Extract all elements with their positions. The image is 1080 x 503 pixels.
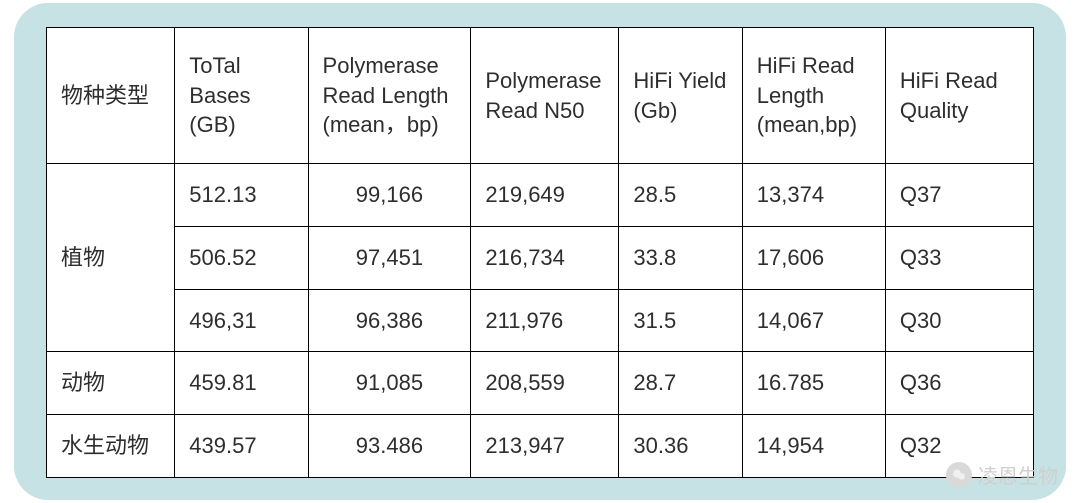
cell-poly-n50: 211,976 bbox=[471, 289, 619, 352]
cell-hifi-quality: Q32 bbox=[885, 415, 1033, 478]
header-poly-n50: Polymerase Read N50 bbox=[471, 28, 619, 164]
table-row: 496,31 96,386 211,976 31.5 14,067 Q30 bbox=[47, 289, 1034, 352]
cell-hifi-len: 14,954 bbox=[742, 415, 885, 478]
cell-hifi-quality: Q30 bbox=[885, 289, 1033, 352]
cell-poly-len: 97,451 bbox=[308, 226, 471, 289]
group-label-plant: 植物 bbox=[47, 164, 175, 352]
table-card: 物种类型 ToTal Bases (GB) Polymerase Read Le… bbox=[14, 3, 1066, 500]
cell-poly-n50: 213,947 bbox=[471, 415, 619, 478]
cell-total-bases: 512.13 bbox=[175, 164, 308, 227]
header-hifi-yield: HiFi Yield (Gb) bbox=[619, 28, 742, 164]
cell-total-bases: 439.57 bbox=[175, 415, 308, 478]
cell-hifi-len: 13,374 bbox=[742, 164, 885, 227]
cell-poly-len: 99,166 bbox=[308, 164, 471, 227]
cell-poly-n50: 219,649 bbox=[471, 164, 619, 227]
cell-poly-n50: 216,734 bbox=[471, 226, 619, 289]
header-total-bases: ToTal Bases (GB) bbox=[175, 28, 308, 164]
header-hifi-len: HiFi Read Length (mean,bp) bbox=[742, 28, 885, 164]
cell-poly-len: 96,386 bbox=[308, 289, 471, 352]
table-row: 动物 459.81 91,085 208,559 28.7 16.785 Q36 bbox=[47, 352, 1034, 415]
cell-poly-len: 91,085 bbox=[308, 352, 471, 415]
cell-total-bases: 506.52 bbox=[175, 226, 308, 289]
cell-hifi-quality: Q37 bbox=[885, 164, 1033, 227]
cell-hifi-yield: 28.7 bbox=[619, 352, 742, 415]
cell-hifi-len: 16.785 bbox=[742, 352, 885, 415]
group-label-animal: 动物 bbox=[47, 352, 175, 415]
cell-total-bases: 459.81 bbox=[175, 352, 308, 415]
header-poly-len: Polymerase Read Length (mean，bp) bbox=[308, 28, 471, 164]
cell-hifi-yield: 28.5 bbox=[619, 164, 742, 227]
group-label-aquatic: 水生动物 bbox=[47, 415, 175, 478]
cell-hifi-yield: 30.36 bbox=[619, 415, 742, 478]
table-header-row: 物种类型 ToTal Bases (GB) Polymerase Read Le… bbox=[47, 28, 1034, 164]
cell-poly-len: 93.486 bbox=[308, 415, 471, 478]
table-row: 506.52 97,451 216,734 33.8 17,606 Q33 bbox=[47, 226, 1034, 289]
cell-total-bases: 496,31 bbox=[175, 289, 308, 352]
table-row: 植物 512.13 99,166 219,649 28.5 13,374 Q37 bbox=[47, 164, 1034, 227]
header-hifi-quality: HiFi Read Quality bbox=[885, 28, 1033, 164]
table-row: 水生动物 439.57 93.486 213,947 30.36 14,954 … bbox=[47, 415, 1034, 478]
cell-hifi-yield: 31.5 bbox=[619, 289, 742, 352]
cell-hifi-quality: Q36 bbox=[885, 352, 1033, 415]
cell-hifi-yield: 33.8 bbox=[619, 226, 742, 289]
cell-hifi-len: 14,067 bbox=[742, 289, 885, 352]
cell-poly-n50: 208,559 bbox=[471, 352, 619, 415]
cell-hifi-len: 17,606 bbox=[742, 226, 885, 289]
cell-hifi-quality: Q33 bbox=[885, 226, 1033, 289]
header-species: 物种类型 bbox=[47, 28, 175, 164]
sequencing-table: 物种类型 ToTal Bases (GB) Polymerase Read Le… bbox=[46, 27, 1034, 478]
